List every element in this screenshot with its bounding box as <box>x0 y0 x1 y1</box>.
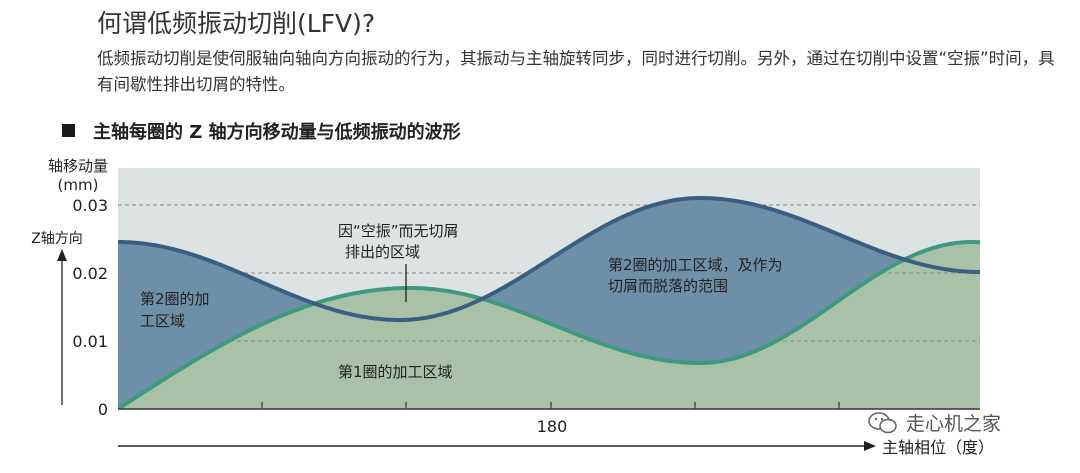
figure-subtitle: 主轴每圈的 Z 轴方向移动量与低频振动的波形 <box>62 118 461 144</box>
x-arrow-head <box>864 441 876 451</box>
y-tick-label-0: 0 <box>98 400 108 419</box>
square-bullet-icon <box>62 124 75 137</box>
watermark-text: 走心机之家 <box>906 413 1002 435</box>
x-arrow-label: 主轴相位（度） <box>882 438 994 457</box>
y-tick-label-003: 0.03 <box>72 196 108 215</box>
y-axis-unit: (mm) <box>58 176 99 194</box>
first-turn-region <box>118 242 980 409</box>
second-turn-right-label-line2: 切屑而脱落的范围 <box>608 277 728 295</box>
figure-subtitle-text: 主轴每圈的 Z 轴方向移动量与低频振动的波形 <box>93 122 461 143</box>
y-arrow-head <box>57 249 67 261</box>
second-turn-label-line1: 第2圈的加 <box>140 290 210 308</box>
description-text: 低频振动切削是使伺服轴向轴向方向振动的行为，其振动与主轴旋转同步，同时进行切削。… <box>97 49 1055 94</box>
air-cut-label-line1: 因“空振”而无切屑 <box>338 222 459 240</box>
y-tick-label-001: 0.01 <box>72 332 108 351</box>
y-tick-label-002: 0.02 <box>72 264 108 283</box>
watermark: 走心机之家 <box>868 409 1001 436</box>
second-turn-label-line2: 工区域 <box>140 312 185 330</box>
air-cut-label-line2: 排出的区域 <box>345 243 420 261</box>
wechat-icon <box>868 411 897 433</box>
second-turn-curve <box>118 196 980 322</box>
page-title: 何谓低频振动切削(LFV)? <box>97 9 376 38</box>
second-turn-right-label-line1: 第2圈的加工区域，及作为 <box>608 256 783 274</box>
y-arrow-label: Z轴方向 <box>31 231 83 247</box>
x-tick-label-180: 180 <box>537 417 568 436</box>
y-axis-title: 轴移动量 <box>48 157 108 175</box>
first-turn-curve <box>118 240 980 409</box>
first-turn-label: 第1圈的加工区域 <box>338 363 453 381</box>
